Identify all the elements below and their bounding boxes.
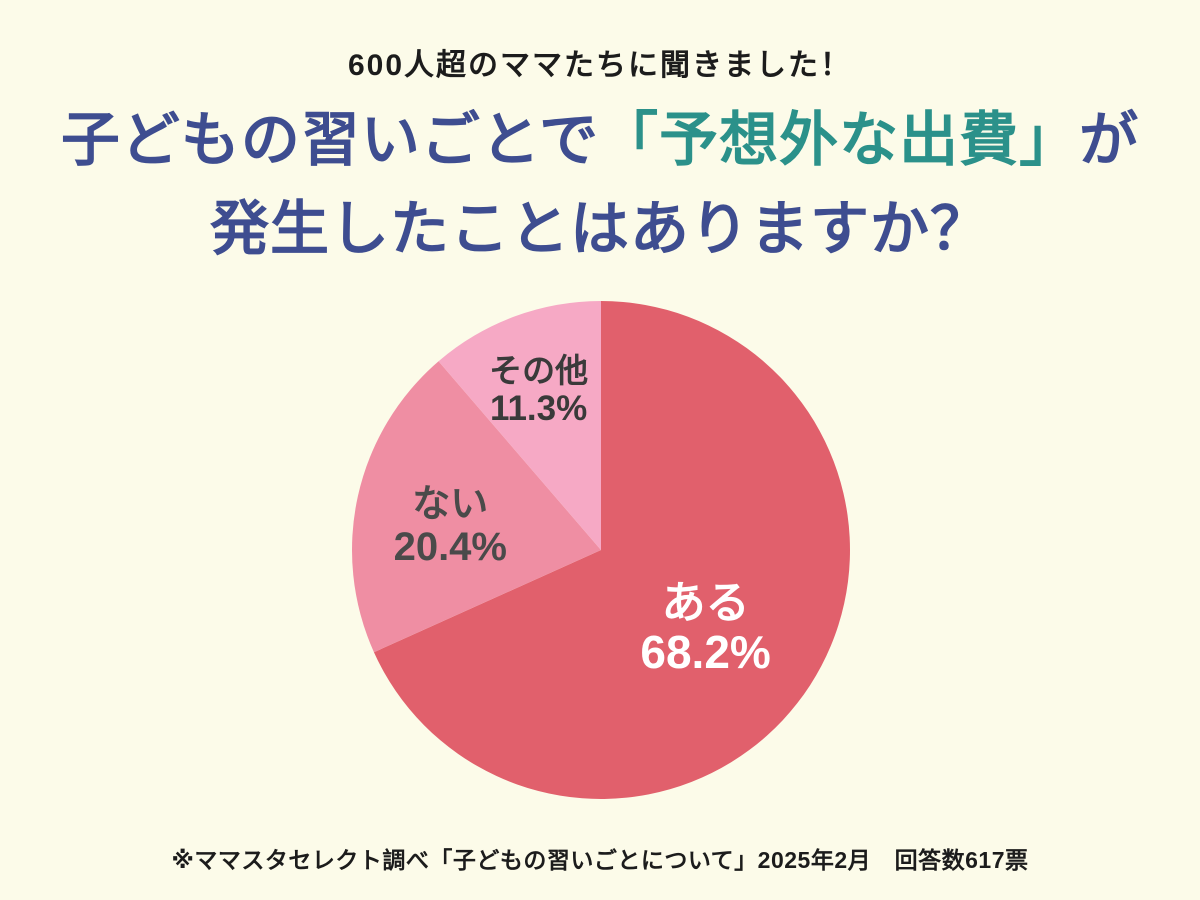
title-line1-prefix: 子どもの習いごとで <box>60 107 600 173</box>
title-line2: 発生したことはありますか？ <box>209 195 990 262</box>
pie-slice-3 <box>438 301 601 550</box>
title-line1: 子どもの習いごとで「予想外な出費」が <box>0 96 1200 185</box>
pie-slice-1 <box>373 301 850 799</box>
survey-subtitle: 600人超のママたちに聞きました！ <box>347 49 853 82</box>
source-footnote: ※ママスタセレクト調べ「子どもの習いごとについて」2025年2月 回答数617票 <box>171 847 1029 873</box>
pie-slice-label: ある <box>662 579 750 628</box>
pie-slice-value: 20.4% <box>394 525 507 569</box>
pie-slice-value: 11.3% <box>490 389 587 428</box>
title-line1-highlight: 「予想外な出費」 <box>599 107 1080 173</box>
title-line1-suffix: が <box>1079 107 1140 173</box>
pie-slice-2 <box>351 361 601 653</box>
pie-slice-value: 68.2% <box>640 626 770 678</box>
page-title: 子どもの習いごとで「予想外な出費」が 発生したことはありますか？ <box>0 96 1200 273</box>
pie-slice-label: ない <box>412 484 488 526</box>
pie-slice-label: その他 <box>489 352 588 389</box>
